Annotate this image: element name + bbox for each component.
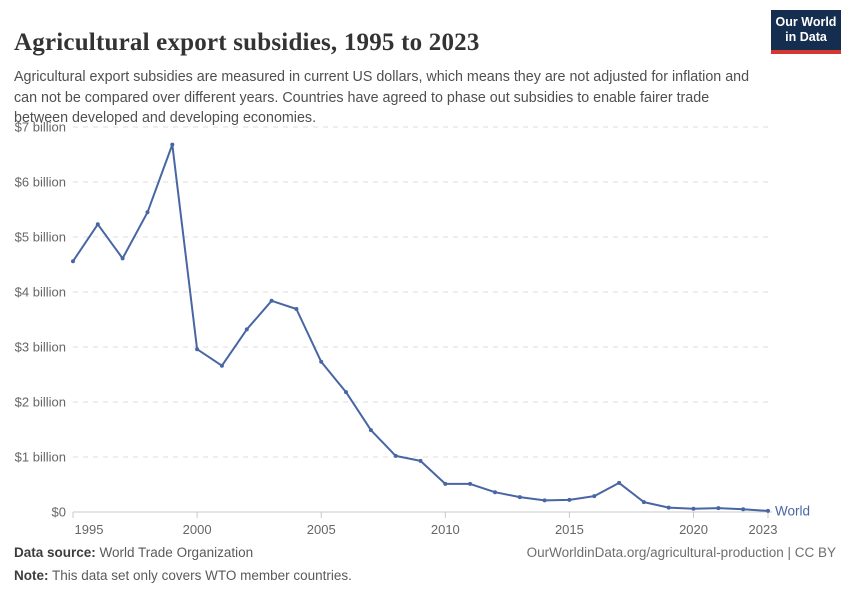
- data-point[interactable]: [691, 506, 696, 511]
- page-subtitle: Agricultural export subsidies are measur…: [14, 69, 750, 126]
- y-axis-tick-label: $4 billion: [15, 285, 66, 300]
- chart-footer: Data source: World Trade Organization No…: [14, 542, 352, 588]
- data-point[interactable]: [493, 490, 497, 495]
- series-end-label[interactable]: World: [775, 503, 810, 518]
- data-point[interactable]: [170, 142, 175, 147]
- data-point[interactable]: [95, 222, 100, 227]
- owid-citation-link[interactable]: OurWorldinData.org/agricultural-producti…: [526, 545, 836, 560]
- owid-logo: Our World in Data: [771, 10, 841, 54]
- x-axis-tick-label: 2020: [679, 522, 708, 537]
- data-point[interactable]: [641, 500, 646, 505]
- x-axis-tick-label: 2023: [749, 522, 778, 537]
- data-point[interactable]: [567, 497, 572, 502]
- page-title: Agricultural export subsidies, 1995 to 2…: [14, 28, 480, 56]
- x-axis-tick-label: 2005: [307, 522, 336, 537]
- owid-logo-line1: Our World: [775, 15, 837, 29]
- data-point[interactable]: [741, 507, 746, 512]
- data-point[interactable]: [120, 256, 125, 261]
- data-point[interactable]: [368, 428, 373, 433]
- data-point[interactable]: [145, 210, 150, 215]
- y-axis-tick-label: $6 billion: [15, 175, 66, 190]
- x-axis-tick-label: 1995: [75, 522, 104, 537]
- owid-logo-line2: in Data: [785, 30, 827, 45]
- data-point[interactable]: [592, 494, 597, 499]
- data-point[interactable]: [716, 506, 721, 511]
- y-axis-tick-label: $2 billion: [15, 395, 66, 410]
- y-axis-tick-label: $5 billion: [15, 230, 66, 245]
- data-point[interactable]: [443, 481, 448, 486]
- data-source-value: World Trade Organization: [95, 545, 254, 560]
- data-point[interactable]: [666, 505, 671, 510]
- data-point[interactable]: [766, 508, 770, 513]
- series-line-world[interactable]: [72, 143, 769, 512]
- data-point[interactable]: [617, 480, 622, 485]
- data-point[interactable]: [244, 327, 249, 332]
- line-chart[interactable]: $0 $1 billion $2 billion $3 billion $4 billi…: [0, 115, 850, 547]
- x-axis-tick-label: 2010: [431, 522, 460, 537]
- data-point[interactable]: [517, 495, 522, 500]
- data-point[interactable]: [294, 307, 299, 311]
- data-source-line: Data source: World Trade Organization: [14, 542, 352, 565]
- data-point[interactable]: [344, 390, 348, 395]
- y-axis-tick-label: $7 billion: [15, 120, 66, 135]
- data-point[interactable]: [393, 453, 398, 458]
- data-point[interactable]: [195, 347, 200, 352]
- data-point[interactable]: [468, 481, 473, 486]
- y-axis-tick-label: $1 billion: [15, 450, 66, 465]
- data-point[interactable]: [542, 498, 547, 503]
- data-point[interactable]: [219, 363, 224, 368]
- data-point[interactable]: [269, 298, 274, 303]
- note-line: Note: This data set only covers WTO memb…: [14, 565, 352, 588]
- data-point[interactable]: [418, 458, 423, 463]
- data-point[interactable]: [71, 259, 75, 264]
- y-axis-tick-label: $0: [52, 505, 66, 520]
- data-point[interactable]: [319, 359, 324, 364]
- note-value: This data set only covers WTO member cou…: [48, 567, 352, 583]
- x-axis-tick-label: 2015: [555, 522, 584, 537]
- data-source-label: Data source:: [14, 545, 96, 560]
- y-axis-tick-label: $3 billion: [15, 340, 66, 355]
- note-label: Note:: [14, 567, 49, 583]
- x-axis-tick-label: 2000: [183, 522, 212, 537]
